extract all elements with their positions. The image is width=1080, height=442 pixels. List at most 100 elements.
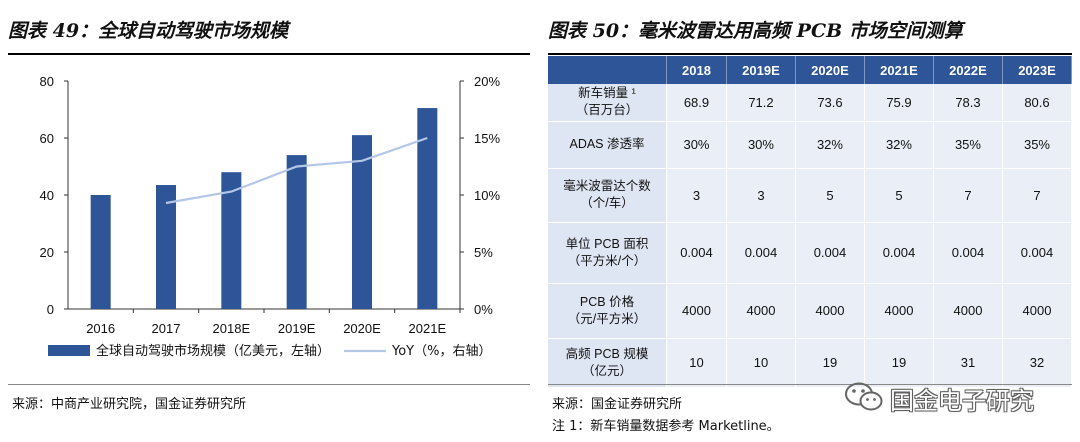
table-row: 单位 PCB 面积 （平方米/个） 0.004 0.004 0.004 0.004 0.00… [548, 222, 1073, 284]
wechat-icon [845, 382, 883, 411]
table-row: PCB 价格 （元/平方米） 4000 4000 4000 4000 4000 4000 [548, 283, 1073, 339]
x-tick-label: 2016 [86, 321, 115, 336]
table-cell: 4000 [864, 283, 934, 339]
table-cell: 10 [726, 338, 796, 388]
source-divider [8, 384, 530, 385]
table-cell: 78.3 [933, 84, 1003, 122]
row-label-line1: ADAS 渗透率 [569, 137, 645, 151]
row-label-line1: 高频 PCB 规模 [565, 346, 649, 361]
header-cell: 2020E [795, 56, 865, 84]
table-cell: 0.004 [1002, 222, 1073, 284]
yoy-line [165, 136, 428, 205]
table-cell: 80.6 [1002, 84, 1073, 122]
row-label-line2: （亿元） [581, 363, 632, 378]
table-cell: 19 [864, 338, 934, 388]
left-tick-label: 80 [40, 74, 54, 89]
x-tick-label: 2017 [152, 321, 181, 336]
table-cell: 4000 [795, 283, 865, 339]
table-cell: 3 [726, 168, 796, 223]
row-label-line1: PCB 价格 [579, 294, 635, 309]
source-divider [548, 384, 1072, 385]
header-cell [548, 56, 667, 84]
chart-bar [221, 172, 242, 309]
chart-bar [156, 185, 176, 309]
left-tick-label: 20 [40, 245, 54, 260]
table-cell: 0.004 [726, 222, 796, 284]
x-tick-label: 2019E [278, 321, 316, 336]
row-label: 新车销量 ¹ （百万台） [548, 84, 667, 122]
chart-bar [352, 135, 372, 309]
bar-line-chart: 0 20 40 60 80 0% 5% 10% 15% 20% 2016 2017 2018E 2019E… [40, 74, 501, 359]
row-label-line2: （平方米/个） [567, 253, 647, 268]
chart-bar [417, 108, 438, 309]
header-cell: 2019E [726, 56, 796, 84]
chart-bar [90, 195, 111, 309]
header-cell: 2021E [864, 56, 934, 84]
table-cell: 30% [666, 121, 727, 169]
table-cell: 75.9 [864, 84, 934, 122]
table-cell: 32% [795, 121, 865, 169]
header-cell: 2018 [666, 56, 727, 84]
row-label-line1: 新车销量 ¹ [578, 86, 636, 101]
header-cell: 2022E [933, 56, 1003, 84]
legend-bar-swatch [48, 345, 90, 356]
table-cell: 35% [933, 121, 1003, 169]
table-header-row: 2018 2019E 2020E 2021E 2022E 2023E [548, 56, 1073, 84]
table-cell: 32% [864, 121, 934, 169]
legend-bar-label: 全球自动驾驶市场规模（亿美元，左轴） [96, 343, 330, 359]
row-label: ADAS 渗透率 [548, 121, 667, 169]
right-tick-label: 15% [474, 131, 500, 146]
table-cell: 30% [726, 121, 796, 169]
chart-source: 来源：中商产业研究院，国金证券研究所 [12, 397, 247, 412]
row-label-line2: （个/车） [580, 196, 634, 210]
table-cell: 19 [795, 338, 865, 388]
row-label-line2: （元/平方米） [567, 311, 647, 326]
left-tick-label: 60 [40, 131, 54, 146]
table-title: 图表 50：毫米波雷达用高频 PCB 市场空间测算 [548, 20, 963, 42]
table-cell: 4000 [1002, 283, 1073, 339]
table-cell: 5 [864, 168, 934, 223]
row-label: 毫米波雷达个数 （个/车） [548, 168, 667, 223]
row-label: 单位 PCB 面积 （平方米/个） [548, 222, 667, 284]
header-cell: 2023E [1002, 56, 1073, 84]
row-label-line2: （百万台） [575, 103, 639, 118]
table-cell: 7 [1002, 168, 1073, 223]
x-tick-label: 2021E [409, 321, 447, 336]
table-cell: 10 [666, 338, 727, 388]
table-row: 高频 PCB 规模 （亿元） 10 10 19 19 31 32 [548, 338, 1073, 388]
row-label: 高频 PCB 规模 （亿元） [548, 338, 667, 388]
chart-area: 0 20 40 60 80 0% 5% 10% 15% 20% 2016 2017 2018E 2019E… [8, 57, 530, 381]
right-tick-label: 20% [474, 74, 500, 89]
x-tick-label: 2018E [213, 321, 251, 336]
table-cell: 7 [933, 168, 1003, 223]
table-row: 新车销量 ¹ （百万台） 68.9 71.2 73.6 75.9 78.3 80.6 [548, 84, 1073, 122]
table-cell: 0.004 [864, 222, 934, 284]
row-label-line1: 毫米波雷达个数 [563, 179, 651, 193]
table-footnote: 注 1：新车销量数据参考 Marketline。 [552, 419, 780, 434]
chart-bar [286, 155, 307, 309]
pcb-market-table: 2018 2019E 2020E 2021E 2022E 2023E 新车销量 … [548, 56, 1073, 388]
legend-line-label: YoY（%，右轴） [391, 344, 491, 359]
table-row: ADAS 渗透率 30% 30% 32% 32% 35% 35% [548, 121, 1073, 169]
table-cell: 4000 [933, 283, 1003, 339]
table-cell: 0.004 [933, 222, 1003, 284]
table-cell: 32 [1002, 338, 1073, 388]
x-tick-label: 2020E [343, 321, 381, 336]
row-label-line1: 单位 PCB 面积 [565, 236, 649, 251]
right-tick-label: 10% [474, 188, 500, 203]
table-cell: 4000 [666, 283, 727, 339]
table-cell: 4000 [726, 283, 796, 339]
table-cell: 35% [1002, 121, 1073, 169]
title-divider [8, 53, 530, 55]
table-source: 来源：国金证券研究所 [552, 397, 683, 412]
table-cell: 73.6 [795, 84, 865, 122]
watermark-text: 国金电子研究 [890, 387, 1034, 415]
table-row: 毫米波雷达个数 （个/车） 3 3 5 5 7 7 [548, 168, 1073, 223]
table-cell: 68.9 [666, 84, 727, 122]
left-tick-label: 40 [40, 188, 54, 203]
table-cell: 3 [666, 168, 727, 223]
row-label: PCB 价格 （元/平方米） [548, 283, 667, 339]
right-tick-label: 5% [474, 245, 493, 260]
table-cell: 5 [795, 168, 865, 223]
table-cell: 0.004 [795, 222, 865, 284]
